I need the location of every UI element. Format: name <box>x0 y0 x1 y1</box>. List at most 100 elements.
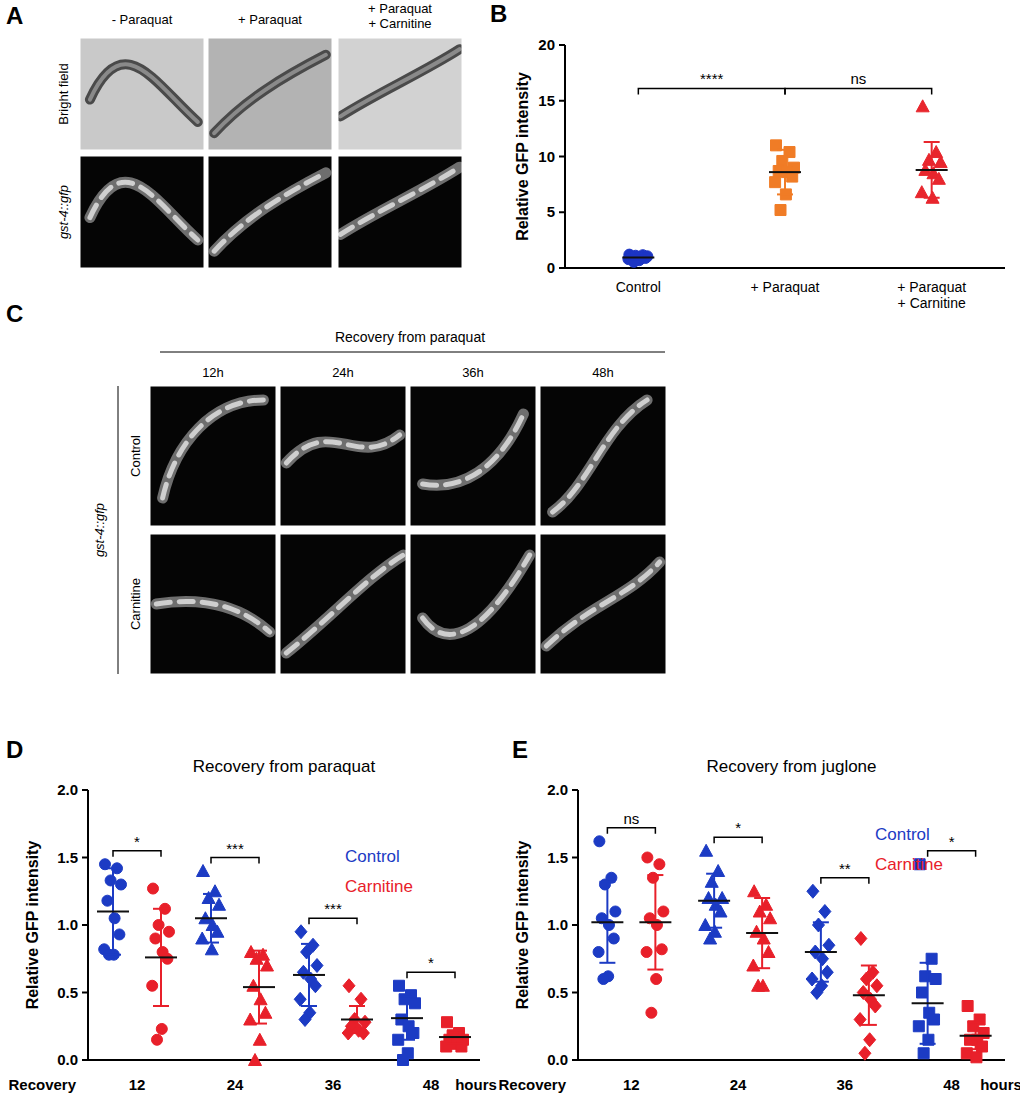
error-cap <box>203 893 219 895</box>
data-point <box>594 836 605 847</box>
data-point <box>859 1046 871 1060</box>
data-point <box>748 885 761 897</box>
micrograph <box>338 156 462 268</box>
micrograph <box>208 156 332 268</box>
error-cap <box>813 981 829 983</box>
label-line: + Paraquat <box>368 1 432 16</box>
worm-glow <box>214 173 326 251</box>
significance-label: *** <box>324 900 342 917</box>
y-tick-label: 10 <box>538 148 555 165</box>
row-header: Carnitine <box>128 578 143 630</box>
significance-bracket <box>821 878 869 884</box>
mean-line <box>591 921 623 923</box>
image-frame <box>280 534 406 674</box>
error-cap <box>251 1023 267 1025</box>
data-point <box>971 1052 982 1063</box>
worm-signal <box>553 400 648 512</box>
y-axis-label: Relative GFP intensity <box>514 841 531 1010</box>
data-point <box>641 947 652 958</box>
worm-glow <box>90 182 198 240</box>
worm-signal <box>340 167 459 234</box>
worm-signal <box>90 182 198 240</box>
micrograph <box>540 534 666 674</box>
mean-line <box>912 1002 944 1004</box>
data-point <box>704 932 717 944</box>
micrograph <box>410 386 536 526</box>
plot-area <box>591 836 991 1063</box>
worm-signal <box>286 555 403 653</box>
x-tick-label: 48 <box>943 1076 960 1093</box>
data-point <box>821 965 833 979</box>
data-point <box>152 1034 163 1045</box>
worm-signal <box>423 555 530 634</box>
y-tick-label: 0 <box>547 259 555 276</box>
legend-entry: Control <box>875 825 930 844</box>
row-header: Control <box>128 435 143 477</box>
error-cap <box>301 943 317 945</box>
image-bg <box>150 386 276 526</box>
image-frame <box>410 386 536 526</box>
data-point <box>311 959 323 973</box>
data-point <box>205 943 218 955</box>
micrograph <box>80 156 204 268</box>
data-point <box>249 1054 262 1066</box>
significance-label: *** <box>226 840 244 857</box>
mean-line <box>391 1017 423 1019</box>
micrograph <box>208 38 332 150</box>
image-bg <box>208 38 332 150</box>
data-point <box>871 979 883 993</box>
data-point <box>410 998 421 1009</box>
image-bg <box>410 386 536 526</box>
data-point <box>764 912 777 924</box>
x-tick-label: + Paraquat+ Carnitine <box>897 279 966 311</box>
plot-area <box>622 100 947 268</box>
image-frame <box>208 156 332 268</box>
mean-line <box>805 951 837 953</box>
error-cap <box>399 1039 415 1041</box>
data-point <box>816 952 828 966</box>
data-point <box>250 952 263 964</box>
data-point <box>812 918 824 932</box>
data-point <box>864 1033 876 1047</box>
data-point <box>394 980 405 991</box>
data-point <box>599 879 610 890</box>
x-axis-label: Recovery <box>498 1076 566 1093</box>
x-axis-label: Recovery <box>8 1076 76 1093</box>
worm-glow <box>423 414 524 485</box>
data-point <box>247 979 260 991</box>
y-tick-label: 15 <box>538 92 555 109</box>
column-header: 24h <box>332 365 354 380</box>
mean-line <box>916 169 948 171</box>
data-point <box>408 1028 419 1039</box>
data-point <box>762 946 775 958</box>
mean-line <box>293 974 325 976</box>
error-cap <box>301 1005 317 1007</box>
error-cap <box>251 950 267 952</box>
x-axis <box>88 1059 480 1061</box>
x-axis-unit: hours <box>980 1076 1020 1093</box>
error-cap <box>924 197 940 199</box>
data-point <box>148 883 159 894</box>
worm-glow <box>553 400 648 512</box>
error-cap <box>153 908 169 910</box>
mean-line <box>960 1035 992 1037</box>
data-point <box>456 1041 467 1052</box>
data-point <box>642 852 653 863</box>
error-cap <box>920 962 936 964</box>
data-point <box>156 1023 167 1034</box>
data-point <box>213 898 226 910</box>
worm-gut <box>340 49 459 116</box>
data-point <box>294 992 306 1006</box>
data-point <box>920 971 931 982</box>
micrograph <box>150 386 276 526</box>
y-tick <box>572 992 578 994</box>
data-point <box>930 974 941 985</box>
significance-label: ns <box>623 810 639 827</box>
y-tick-label: 1.5 <box>547 849 568 866</box>
data-point <box>442 1017 453 1028</box>
data-point <box>399 994 410 1005</box>
data-point <box>750 925 763 937</box>
mean-line <box>243 986 275 988</box>
data-point <box>775 205 786 216</box>
data-point <box>147 980 158 991</box>
